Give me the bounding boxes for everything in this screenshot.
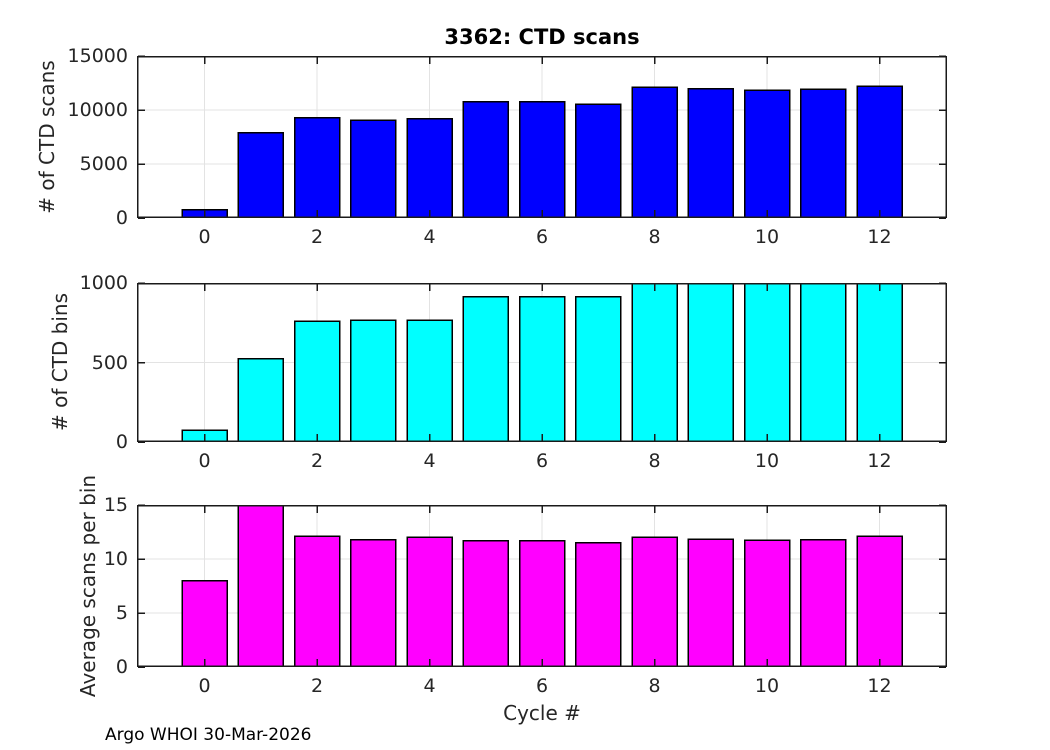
y-tick-label: 15000	[67, 45, 128, 67]
x-tick-label: 4	[423, 450, 436, 472]
x-tick-label: 8	[648, 450, 661, 472]
bar-cycle-10	[743, 283, 791, 442]
bar-cycle-4	[406, 319, 453, 443]
bar-cycle-5	[462, 101, 509, 218]
axes-box	[137, 56, 947, 218]
bar-cycle-12	[856, 85, 903, 218]
bar-cycle-6	[518, 101, 566, 218]
bar-cycle-7	[575, 542, 622, 667]
x-tick-label: 4	[423, 226, 436, 248]
bar-cycle-12	[856, 283, 903, 442]
bar-cycle-1	[237, 505, 284, 667]
axes-2	[137, 504, 947, 668]
bar-cycle-8	[631, 536, 678, 668]
bar-cycle-8	[631, 86, 678, 218]
x-tick-label: 4	[423, 675, 436, 697]
x-tick-label: 10	[754, 226, 780, 248]
bar-cycle-8	[631, 283, 678, 442]
bar-cycle-4	[406, 117, 453, 218]
bar-cycle-1	[237, 131, 284, 218]
bar-cycle-7	[575, 295, 622, 443]
x-tick-label: 0	[198, 226, 211, 248]
bar-cycle-3	[350, 119, 397, 218]
x-tick-label: 2	[310, 226, 324, 248]
x-tick-label: 12	[867, 675, 892, 697]
bar-cycle-9	[687, 88, 734, 218]
bar-cycle-9	[687, 283, 734, 442]
y-axis-label-ctd-scans: # of CTD scans	[35, 60, 59, 214]
x-tick-label: 2	[310, 675, 324, 697]
x-tick-label: 6	[535, 226, 549, 248]
x-tick-label: 6	[535, 450, 549, 472]
x-tick-label: 12	[867, 450, 892, 472]
bar-cycle-10	[743, 89, 791, 219]
bar-cycle-6	[518, 295, 566, 443]
bar-cycle-6	[518, 539, 566, 667]
subplot-avg-scans-per-bin	[137, 504, 947, 668]
y-tick-label: 0	[115, 656, 128, 678]
x-tick-label: 8	[648, 226, 661, 248]
bar-cycle-5	[462, 295, 509, 443]
x-tick-label: 2	[310, 450, 324, 472]
y-tick-label: 1000	[79, 272, 128, 294]
x-tick-label: 0	[198, 675, 211, 697]
bar-cycle-3	[350, 319, 397, 443]
y-tick-label: 10	[103, 548, 128, 570]
y-tick-label: 0	[115, 207, 128, 229]
bar-cycle-10	[743, 539, 791, 667]
subplot-ctd-scans	[137, 55, 947, 219]
y-tick-label: 15	[103, 494, 128, 516]
axes-0	[137, 55, 947, 219]
bar-cycle-12	[856, 535, 903, 667]
x-tick-label: 12	[867, 226, 892, 248]
bar-cycle-4	[406, 536, 453, 668]
subplot-ctd-bins	[137, 282, 947, 443]
bar-cycle-11	[800, 88, 847, 218]
x-tick-label: 0	[198, 450, 211, 472]
bar-cycle-3	[350, 538, 397, 668]
bar-cycle-11	[800, 538, 847, 668]
bar-cycle-11	[800, 283, 847, 442]
y-tick-label: 500	[91, 351, 128, 374]
bar-cycle-2	[293, 535, 341, 667]
bar-cycle-9	[687, 538, 734, 668]
bar-cycle-2	[293, 320, 341, 442]
y-tick-label: 5000	[79, 153, 128, 175]
x-tick-label: 6	[535, 675, 549, 697]
x-axis-label: Cycle #	[503, 701, 581, 725]
axes-box	[137, 505, 947, 667]
bar-cycle-1	[237, 357, 284, 442]
footer-annotation: Argo WHOI 30-Mar-2026	[105, 725, 312, 745]
bar-cycle-0	[181, 579, 228, 667]
chart-title: 3362: CTD scans	[444, 25, 640, 49]
bar-cycle-5	[462, 539, 509, 667]
axes-1	[137, 282, 947, 443]
y-tick-label: 5	[115, 602, 128, 624]
y-tick-label: 10000	[67, 99, 128, 121]
x-tick-label: 8	[648, 675, 661, 697]
bar-cycle-2	[293, 116, 341, 219]
x-tick-label: 10	[754, 675, 780, 697]
x-tick-label: 10	[754, 450, 780, 472]
bar-cycle-7	[575, 103, 622, 219]
y-tick-label: 0	[115, 431, 128, 453]
axes-box	[137, 283, 947, 442]
